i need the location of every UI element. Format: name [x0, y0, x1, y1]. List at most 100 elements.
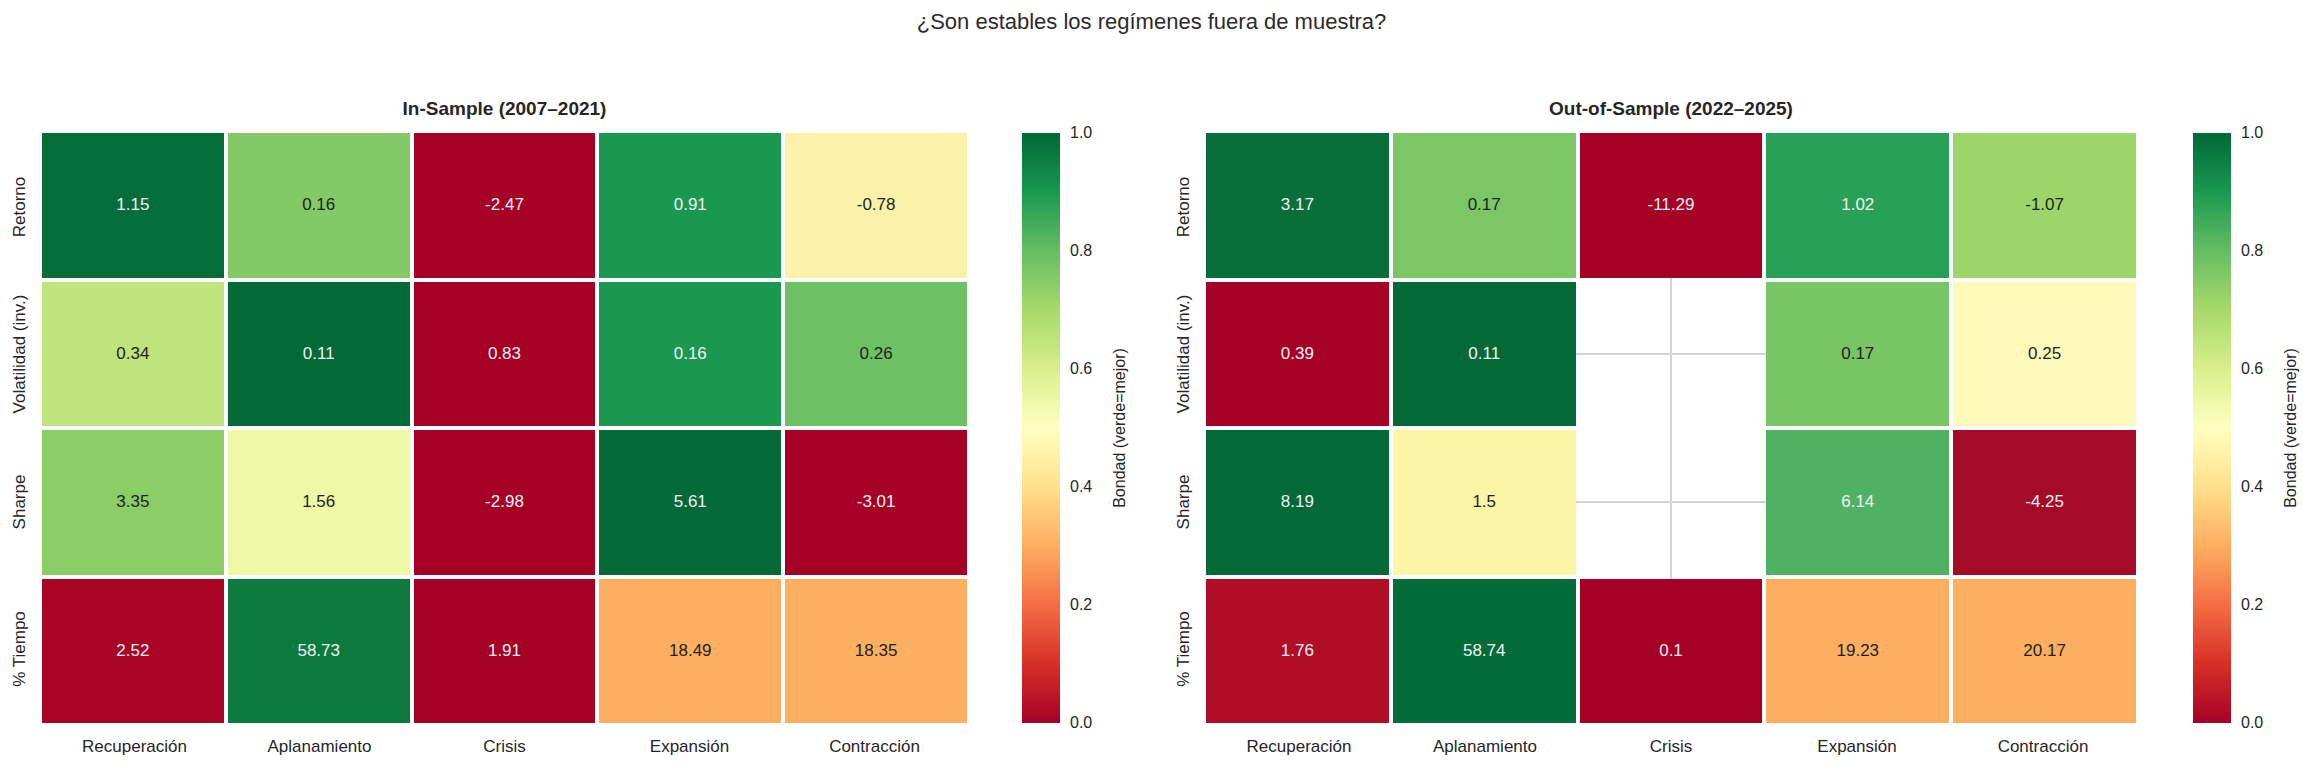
- heatmap-cell: 0.17: [1393, 133, 1576, 278]
- heatmap-cell: 0.1: [1580, 579, 1763, 724]
- heatmap-cell: 58.74: [1393, 579, 1576, 724]
- heatmap-cell-missing: [1580, 282, 1763, 427]
- background-gridline-horizontal: [1576, 501, 1767, 503]
- row-label-slot: Sharpe: [0, 428, 40, 576]
- column-label: Recuperación: [1206, 729, 1392, 757]
- heatmap-cell: 0.17: [1766, 282, 1949, 427]
- heatmap-cell: 5.61: [599, 430, 781, 575]
- heatmap-cell: -0.78: [785, 133, 967, 278]
- column-label: Expansión: [597, 729, 782, 757]
- row-label-slot: Retorno: [0, 133, 40, 281]
- row-label: Sharpe: [10, 474, 30, 529]
- heatmap-cell: 1.56: [228, 430, 410, 575]
- heatmap-cell-missing: [1580, 430, 1763, 575]
- row-label-slot: Volatilidad (inv.): [1164, 281, 1204, 429]
- panel-out-of-sample-title: Out-of-Sample (2022–2025): [1206, 98, 2136, 120]
- colorbar-tick: 0.8: [2241, 242, 2263, 260]
- row-label: Retorno: [1174, 177, 1194, 237]
- heatmap-cell: -1.07: [1953, 133, 2136, 278]
- x-axis-labels: RecuperaciónAplanamientoCrisisExpansiónC…: [1206, 729, 2136, 757]
- panel-in-sample: In-Sample (2007–2021) Retorno Volatilidad…: [0, 96, 1150, 770]
- heatmap-cell: 0.39: [1206, 282, 1389, 427]
- figure-canvas: { "figure_title": "¿Son estables los reg…: [0, 0, 2303, 770]
- colorbar-tick: 1.0: [2241, 124, 2263, 142]
- heatmap-cell: 0.34: [42, 282, 224, 427]
- row-label: Volatilidad (inv.): [10, 295, 30, 414]
- colorbar-gradient: [2193, 133, 2231, 723]
- heatmap-cell: 0.91: [599, 133, 781, 278]
- heatmap-cell: 58.73: [228, 579, 410, 724]
- heatmap-cell: 2.52: [42, 579, 224, 724]
- heatmap-cell: 0.11: [1393, 282, 1576, 427]
- heatmap-cell: 6.14: [1766, 430, 1949, 575]
- heatmap-cell: 1.91: [414, 579, 596, 724]
- column-label: Aplanamiento: [227, 729, 412, 757]
- colorbar-tick: 0.6: [1070, 360, 1092, 378]
- heatmap-cell: 3.35: [42, 430, 224, 575]
- colorbar-tick: 0.2: [2241, 596, 2263, 614]
- row-label-slot: % Tiempo: [1164, 576, 1204, 724]
- panel-in-sample-title: In-Sample (2007–2021): [42, 98, 967, 120]
- heatmap-grid: 3.170.17-11.291.02-1.070.390.110.170.258…: [1206, 133, 2136, 723]
- colorbar: 1.00.80.60.40.20.0 Bondad (verde=mejor): [2193, 133, 2303, 723]
- colorbar-tick: 0.8: [1070, 242, 1092, 260]
- figure-title: ¿Son estables los regímenes fuera de mue…: [0, 9, 2303, 35]
- column-label: Crisis: [1578, 729, 1764, 757]
- row-label: % Tiempo: [1174, 611, 1194, 687]
- heatmap-cell: 20.17: [1953, 579, 2136, 724]
- background-gridline-horizontal: [1576, 353, 1767, 355]
- colorbar-label-wrap: Bondad (verde=mejor): [1106, 133, 1134, 723]
- heatmap-cell: 1.76: [1206, 579, 1389, 724]
- heatmap-cell: -2.98: [414, 430, 596, 575]
- colorbar-tick: 0.0: [1070, 714, 1092, 732]
- y-axis-labels: Retorno Volatilidad (inv.) Sharpe % Tiempo: [0, 133, 40, 723]
- row-label-slot: Retorno: [1164, 133, 1204, 281]
- heatmap-cell: 18.49: [599, 579, 781, 724]
- colorbar-label: Bondad (verde=mejor): [1111, 348, 1129, 508]
- heatmap-grid: 1.150.16-2.470.91-0.780.340.110.830.160.…: [42, 133, 967, 723]
- colorbar-gradient: [1022, 133, 1060, 723]
- heatmap-cell: -2.47: [414, 133, 596, 278]
- heatmap-cell: 0.83: [414, 282, 596, 427]
- row-label-slot: % Tiempo: [0, 576, 40, 724]
- column-label: Recuperación: [42, 729, 227, 757]
- heatmap-cell: 8.19: [1206, 430, 1389, 575]
- colorbar-tick: 0.4: [1070, 478, 1092, 496]
- row-label-slot: Volatilidad (inv.): [0, 281, 40, 429]
- heatmap-cell: -11.29: [1580, 133, 1763, 278]
- column-label: Contracción: [1950, 729, 2136, 757]
- colorbar-tick: 0.4: [2241, 478, 2263, 496]
- row-label: % Tiempo: [10, 611, 30, 687]
- heatmap-cell: 3.17: [1206, 133, 1389, 278]
- heatmap-cell: 0.16: [228, 133, 410, 278]
- heatmap-cell: -3.01: [785, 430, 967, 575]
- row-label: Volatilidad (inv.): [1174, 295, 1194, 414]
- heatmap-cell: -4.25: [1953, 430, 2136, 575]
- colorbar-tick: 0.6: [2241, 360, 2263, 378]
- colorbar: 1.00.80.60.40.20.0 Bondad (verde=mejor): [1022, 133, 1152, 723]
- heatmap-cell: 0.25: [1953, 282, 2136, 427]
- colorbar-label-wrap: Bondad (verde=mejor): [2277, 133, 2303, 723]
- x-axis-labels: RecuperaciónAplanamientoCrisisExpansiónC…: [42, 729, 967, 757]
- column-label: Contracción: [782, 729, 967, 757]
- heatmap-cell: 19.23: [1766, 579, 1949, 724]
- heatmap-cell: 1.15: [42, 133, 224, 278]
- heatmap-cell: 0.16: [599, 282, 781, 427]
- column-label: Aplanamiento: [1392, 729, 1578, 757]
- row-label: Sharpe: [1174, 474, 1194, 529]
- colorbar-tick: 0.0: [2241, 714, 2263, 732]
- column-label: Expansión: [1764, 729, 1950, 757]
- heatmap-cell: 1.02: [1766, 133, 1949, 278]
- colorbar-tick: 0.2: [1070, 596, 1092, 614]
- column-label: Crisis: [412, 729, 597, 757]
- colorbar-tick: 1.0: [1070, 124, 1092, 142]
- y-axis-labels: Retorno Volatilidad (inv.) Sharpe % Tiempo: [1164, 133, 1204, 723]
- colorbar-label: Bondad (verde=mejor): [2282, 348, 2300, 508]
- row-label-slot: Sharpe: [1164, 428, 1204, 576]
- heatmap-cell: 0.11: [228, 282, 410, 427]
- row-label: Retorno: [10, 177, 30, 237]
- panel-out-of-sample: Out-of-Sample (2022–2025) Retorno Volatil…: [1164, 96, 2303, 770]
- heatmap-cell: 18.35: [785, 579, 967, 724]
- heatmap-cell: 0.26: [785, 282, 967, 427]
- heatmap-cell: 1.5: [1393, 430, 1576, 575]
